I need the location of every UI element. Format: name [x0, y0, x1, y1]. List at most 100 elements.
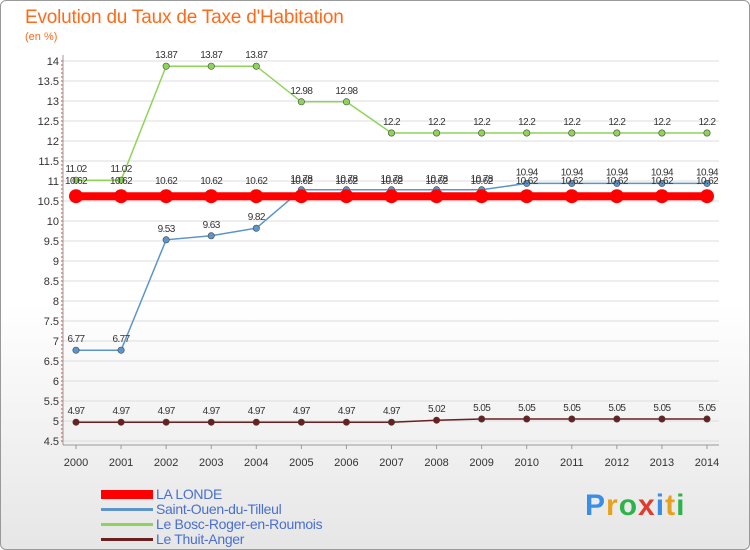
logo-letter: x [638, 489, 656, 522]
data-label: 13.87 [200, 50, 223, 61]
data-point [523, 129, 531, 137]
data-point [207, 418, 215, 426]
data-label: 12.98 [335, 86, 358, 97]
data-label: 10.78 [335, 174, 358, 185]
data-point [568, 415, 576, 423]
legend-swatch [101, 508, 153, 511]
y-tick-label: 10.5 [38, 196, 59, 208]
data-point [249, 189, 264, 204]
logo-letter: i [676, 489, 686, 522]
y-tick-label: 12 [47, 136, 59, 148]
data-point [114, 189, 129, 204]
x-tick-label: 2003 [199, 457, 223, 469]
series-line [76, 182, 707, 351]
data-label: 13.87 [245, 50, 268, 61]
data-label: 6.77 [67, 334, 85, 345]
x-tick-label: 2009 [469, 457, 493, 469]
data-label: 12.2 [518, 117, 536, 128]
data-point [162, 62, 170, 70]
logo-letter: r [606, 489, 619, 522]
data-label: 10.94 [606, 167, 629, 178]
data-point [519, 189, 534, 204]
data-point [159, 189, 174, 204]
data-label: 12.2 [653, 117, 671, 128]
proxiti-logo: Proxiti [585, 489, 685, 523]
data-label: 4.97 [67, 406, 85, 417]
data-point [568, 129, 576, 137]
y-tick-label: 8.5 [44, 276, 59, 288]
legend-label: Le Bosc-Roger-en-Roumois [156, 516, 323, 532]
data-point [387, 418, 395, 426]
axes: 4.5 5 5.5 6 6.5 7 7.5 8 8.5 9 9.5 10 10.5 11 11.5 12 12.… [38, 55, 719, 469]
logo-letter: i [655, 489, 666, 522]
data-point [72, 418, 80, 426]
data-point [613, 415, 621, 423]
y-tick-label: 9 [53, 256, 59, 268]
data-point [339, 189, 354, 204]
data-label: 10.94 [561, 167, 584, 178]
data-point [162, 236, 170, 244]
data-label: 4.97 [338, 406, 356, 417]
data-label: 9.53 [158, 224, 176, 235]
data-label: 4.97 [158, 406, 176, 417]
data-point [474, 189, 489, 204]
data-label: 12.2 [698, 117, 716, 128]
data-point [568, 179, 576, 187]
x-tick-label: 2002 [154, 457, 178, 469]
y-tick-label: 9.5 [44, 236, 59, 248]
data-point [252, 62, 260, 70]
data-label: 4.97 [113, 406, 131, 417]
data-point [297, 98, 305, 106]
data-point [654, 189, 669, 204]
y-tick-label: 7 [53, 336, 59, 348]
data-label: 5.05 [518, 403, 536, 414]
data-label: 9.82 [248, 212, 266, 223]
data-label: 10.62 [471, 176, 494, 187]
data-point [342, 98, 350, 106]
data-label: 10.62 [245, 176, 268, 187]
y-tick-label: 5 [53, 416, 59, 428]
data-point [478, 415, 486, 423]
data-point [384, 189, 399, 204]
legend-label: Saint-Ouen-du-Tilleul [156, 501, 282, 517]
data-label: 6.77 [113, 334, 131, 345]
y-tick-label: 13.5 [38, 76, 59, 88]
data-point [207, 232, 215, 240]
data-point [162, 418, 170, 426]
data-label: 10.62 [516, 176, 539, 187]
data-point [609, 189, 624, 204]
data-label: 10.62 [651, 176, 674, 187]
data-point [117, 176, 125, 184]
y-tick-label: 11 [48, 176, 59, 188]
data-point [433, 129, 441, 137]
x-tick-label: 2014 [695, 457, 719, 469]
y-tick-label: 12.5 [38, 116, 59, 128]
data-label: 12.2 [428, 117, 446, 128]
data-label: 13.87 [155, 50, 178, 61]
data-label: 5.02 [428, 404, 446, 415]
data-label: 11.02 [65, 164, 87, 175]
data-label: 12.2 [473, 117, 491, 128]
data-label: 10.78 [471, 174, 494, 185]
x-tick-label: 2006 [334, 457, 358, 469]
y-tick-label: 4.5 [44, 436, 59, 448]
data-label: 4.97 [293, 406, 311, 417]
data-point [72, 176, 80, 184]
data-point [703, 415, 711, 423]
data-label: 10.78 [426, 174, 449, 185]
data-point [294, 189, 309, 204]
data-label: 12.2 [608, 117, 626, 128]
x-tick-label: 2013 [650, 457, 674, 469]
x-tick-label: 2012 [605, 457, 629, 469]
y-tick-label: 5.5 [44, 396, 59, 408]
data-label: 10.62 [561, 176, 584, 187]
data-label: 12.98 [290, 86, 313, 97]
logo-letter: o [618, 489, 639, 522]
data-point [433, 416, 441, 424]
data-point [613, 129, 621, 137]
x-tick-label: 2000 [64, 457, 88, 469]
logo-letter: P [585, 489, 607, 522]
data-labels: 4.97 4.97 4.97 4.97 4.97 4.97 4.97 4.97 5.02 5.05… [65, 50, 720, 417]
